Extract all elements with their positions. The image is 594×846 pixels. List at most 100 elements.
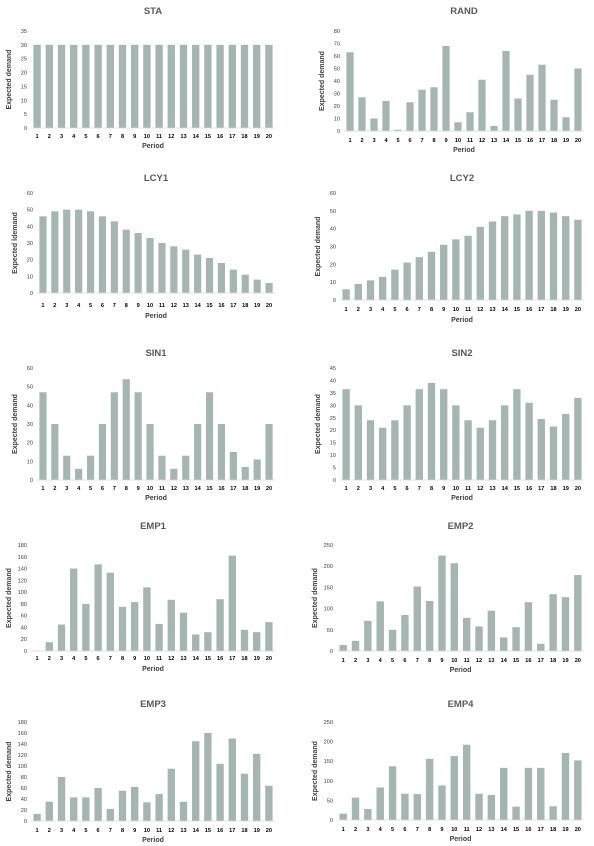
bar-20 xyxy=(265,622,273,651)
x-tick-label: 8 xyxy=(430,307,433,313)
bar-13 xyxy=(490,126,498,131)
x-tick-label: 2 xyxy=(360,138,363,144)
bar-6 xyxy=(94,44,102,128)
bar-17 xyxy=(537,643,545,651)
bar-1 xyxy=(39,216,47,293)
x-axis-label: Period xyxy=(142,666,164,673)
x-tick-label: 11 xyxy=(159,486,165,492)
bar-2 xyxy=(351,640,360,651)
bar-20 xyxy=(265,424,273,480)
bar-20 xyxy=(265,785,273,821)
bar-10 xyxy=(146,424,154,480)
x-tick-label: 4 xyxy=(72,134,76,140)
y-tick-label: 30 xyxy=(330,245,336,251)
bar-16 xyxy=(216,44,224,128)
x-tick-label: 18 xyxy=(550,658,556,664)
x-tick-label: 16 xyxy=(527,138,533,144)
bar-3 xyxy=(57,624,66,651)
bar-5 xyxy=(388,766,397,820)
bar-2 xyxy=(354,283,362,300)
x-tick-label: 2 xyxy=(357,307,360,313)
x-tick-label: 20 xyxy=(266,828,272,834)
chart-title: STA xyxy=(144,6,162,17)
x-tick-label: 20 xyxy=(575,658,581,664)
x-tick-label: 11 xyxy=(156,134,162,140)
x-tick-label: 12 xyxy=(476,827,482,833)
x-tick-label: 2 xyxy=(48,828,51,834)
bar-12 xyxy=(167,599,175,651)
bar-10 xyxy=(143,802,151,821)
y-tick-label: 250 xyxy=(324,543,333,549)
bar-8 xyxy=(118,606,127,651)
x-tick-label: 9 xyxy=(444,138,447,144)
x-tick-label: 16 xyxy=(217,828,223,834)
bar-10 xyxy=(143,587,151,651)
bar-7 xyxy=(106,572,114,651)
bar-13 xyxy=(179,801,188,821)
x-tick-label: 6 xyxy=(101,486,104,492)
x-tick-label: 1 xyxy=(36,828,39,834)
bar-5 xyxy=(388,629,397,651)
y-tick-label: 10 xyxy=(330,280,336,286)
x-tick-label: 15 xyxy=(205,828,211,834)
bar-15 xyxy=(204,632,212,651)
x-tick-label: 11 xyxy=(156,656,162,662)
x-tick-label: 19 xyxy=(254,828,260,834)
y-tick-label: 100 xyxy=(324,779,333,785)
bar-15 xyxy=(514,98,522,131)
bar-5 xyxy=(391,269,399,300)
bar-6 xyxy=(94,564,102,651)
bar-6 xyxy=(401,614,409,651)
y-axis-label: Expected demand xyxy=(319,51,326,111)
bar-5 xyxy=(86,455,95,480)
bar-11 xyxy=(462,617,471,651)
y-tick-label: 140 xyxy=(18,742,27,748)
bar-7 xyxy=(415,389,423,480)
bar-10 xyxy=(452,405,460,480)
bar-6 xyxy=(403,405,411,480)
x-tick-label: 19 xyxy=(254,656,260,662)
bar-4 xyxy=(70,797,78,821)
x-tick-label: 2 xyxy=(53,303,56,309)
bar-7 xyxy=(418,89,426,131)
y-tick-label: 80 xyxy=(21,775,27,781)
bar-7 xyxy=(106,44,114,128)
bar-4 xyxy=(379,276,387,300)
y-tick-label: 60 xyxy=(21,614,27,620)
bar-19 xyxy=(253,459,261,480)
bar-5 xyxy=(391,420,399,480)
bar-11 xyxy=(464,420,472,480)
y-tick-label: 160 xyxy=(18,731,27,737)
bar-14 xyxy=(192,634,200,651)
x-tick-label: 10 xyxy=(144,656,150,662)
y-tick-label: 80 xyxy=(21,602,27,608)
bar-18 xyxy=(549,806,557,820)
bar-11 xyxy=(466,112,474,131)
bar-2 xyxy=(351,797,360,820)
x-tick-label: 16 xyxy=(218,486,224,492)
x-tick-label: 11 xyxy=(159,303,165,309)
x-tick-label: 11 xyxy=(467,138,473,144)
y-axis-label: Expected demand xyxy=(312,741,319,801)
x-tick-label: 17 xyxy=(229,656,235,662)
bar-5 xyxy=(82,797,90,821)
x-tick-label: 10 xyxy=(144,134,150,140)
x-tick-label: 10 xyxy=(453,486,459,492)
x-tick-label: 10 xyxy=(144,828,150,834)
y-axis-label: Expected demand xyxy=(6,568,13,628)
bar-7 xyxy=(110,221,118,293)
y-tick-label: 60 xyxy=(330,191,336,197)
x-tick-label: 14 xyxy=(193,656,200,662)
y-tick-label: 20 xyxy=(21,637,27,643)
x-tick-label: 4 xyxy=(384,138,388,144)
x-tick-label: 10 xyxy=(455,138,461,144)
bar-10 xyxy=(146,238,154,293)
x-tick-label: 4 xyxy=(77,486,81,492)
x-tick-label: 4 xyxy=(77,303,81,309)
bar-5 xyxy=(82,603,90,651)
bar-14 xyxy=(194,254,202,293)
x-tick-label: 17 xyxy=(538,486,544,492)
x-tick-label: 4 xyxy=(379,658,383,664)
bar-16 xyxy=(524,767,533,820)
